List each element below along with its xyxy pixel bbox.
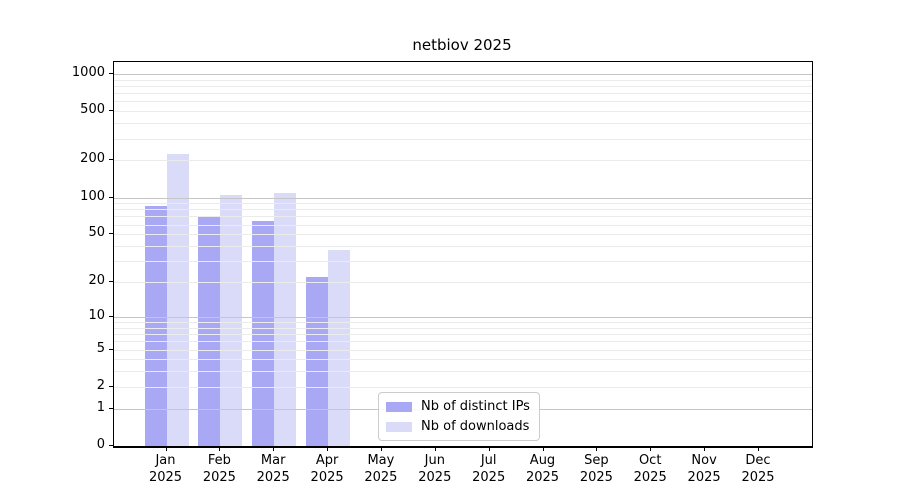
- gridline-minor: [114, 349, 812, 351]
- y-tick-label: 200: [80, 151, 105, 167]
- x-tick-label: Jan 2025: [148, 453, 183, 485]
- gridline-major: [114, 197, 812, 199]
- y-tick: [109, 72, 113, 74]
- y-tick: [109, 407, 113, 409]
- gridline-minor: [114, 93, 812, 95]
- chart-title: netbiov 2025: [412, 36, 512, 54]
- gridline-minor: [114, 246, 812, 247]
- gridline-minor: [114, 386, 812, 388]
- bar-distinct-ips: [198, 217, 221, 446]
- y-tick: [109, 348, 113, 350]
- x-tick-label: Sep 2025: [579, 453, 613, 485]
- gridline-minor: [114, 322, 812, 323]
- x-tick: [165, 447, 167, 451]
- gridline-minor: [114, 79, 812, 81]
- legend-item-downloads: Nb of downloads: [386, 418, 530, 435]
- y-tick: [109, 196, 113, 198]
- x-tick-label: Jul 2025: [472, 453, 506, 485]
- x-tick: [219, 447, 221, 451]
- bar-downloads: [274, 193, 297, 446]
- gridline-minor: [114, 138, 812, 140]
- y-tick: [109, 445, 113, 446]
- x-tick-label: Dec 2025: [741, 453, 775, 485]
- bar-distinct-ips: [144, 206, 167, 446]
- bar-downloads: [166, 154, 189, 446]
- y-tick-label: 10: [88, 307, 105, 323]
- gridline-minor: [114, 282, 812, 283]
- x-tick: [273, 447, 275, 451]
- legend-item-distinct-ips: Nb of distinct IPs: [386, 398, 530, 415]
- gridline-minor: [114, 224, 812, 226]
- gridline-minor: [114, 341, 812, 343]
- x-tick-label: Aug 2025: [525, 453, 560, 485]
- gridline-minor: [114, 359, 812, 361]
- y-tick: [109, 233, 113, 235]
- y-tick-label: 50: [88, 225, 105, 241]
- legend-swatch-downloads: [386, 421, 412, 432]
- gridline-minor: [114, 160, 812, 162]
- bar-downloads: [328, 250, 351, 446]
- x-tick: [704, 447, 706, 451]
- y-tick-label: 500: [80, 102, 105, 118]
- gridline-minor: [114, 203, 812, 205]
- gridline-minor: [114, 101, 812, 103]
- bar-distinct-ips: [306, 277, 329, 446]
- y-tick: [109, 385, 113, 387]
- y-tick: [109, 110, 113, 112]
- gridline-minor: [114, 85, 812, 87]
- gridline-minor: [114, 111, 812, 113]
- gridline-minor: [114, 261, 812, 263]
- x-tick-label: Jun 2025: [418, 453, 452, 485]
- x-tick-label: Mar 2025: [256, 453, 290, 485]
- x-tick: [650, 447, 652, 451]
- x-tick: [327, 447, 329, 451]
- x-tick: [542, 447, 544, 451]
- y-tick-label: 0: [96, 437, 105, 452]
- y-tick-label: 20: [88, 273, 105, 288]
- y-tick-label: 1: [96, 399, 105, 415]
- gridline-minor: [114, 371, 812, 373]
- gridline-major: [114, 316, 812, 318]
- x-tick: [758, 447, 759, 451]
- gridline-major: [114, 73, 812, 75]
- x-tick-label: May 2025: [364, 453, 398, 485]
- y-tick: [109, 159, 113, 161]
- plot-area: [113, 61, 813, 448]
- y-tick-label: 1000: [71, 64, 105, 80]
- y-tick-label: 2: [96, 377, 105, 393]
- x-tick-label: Apr 2025: [310, 453, 344, 485]
- x-tick: [596, 447, 598, 451]
- legend-label-downloads: Nb of downloads: [421, 419, 530, 434]
- x-tick-label: Oct 2025: [633, 453, 667, 485]
- y-tick-label: 5: [96, 340, 105, 356]
- x-tick: [380, 447, 382, 451]
- legend-label-distinct-ips: Nb of distinct IPs: [421, 399, 530, 414]
- gridline-minor: [114, 209, 812, 211]
- gridline-minor: [114, 327, 812, 329]
- y-tick-label: 100: [80, 188, 105, 204]
- bar-distinct-ips: [252, 221, 275, 446]
- x-tick: [434, 447, 436, 451]
- gridline-minor: [114, 234, 812, 236]
- y-tick: [109, 281, 113, 282]
- y-tick: [109, 315, 113, 317]
- gridline-minor: [114, 123, 812, 125]
- gridline-minor: [114, 334, 812, 335]
- legend-swatch-distinct-ips: [386, 401, 412, 412]
- gridline-minor: [114, 216, 812, 218]
- x-tick-label: Feb 2025: [202, 453, 236, 485]
- x-tick-label: Nov 2025: [687, 453, 721, 485]
- x-tick: [488, 447, 490, 451]
- bar-downloads: [220, 194, 243, 446]
- legend: Nb of distinct IPs Nb of downloads: [378, 392, 540, 441]
